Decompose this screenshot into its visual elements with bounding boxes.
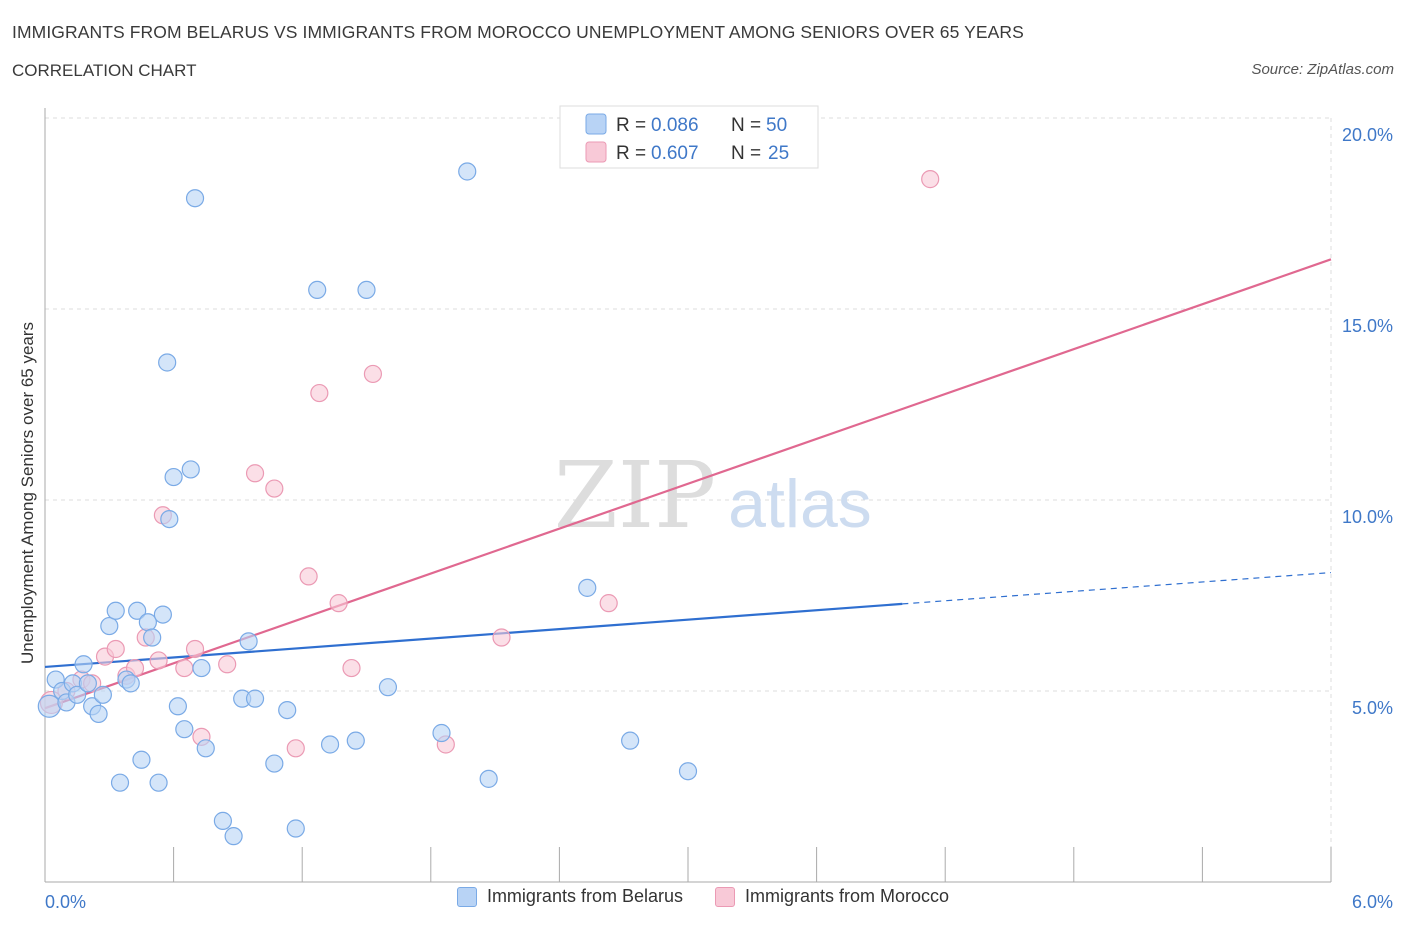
chart-title: IMMIGRANTS FROM BELARUS VS IMMIGRANTS FR… [12,22,1024,42]
data-point-morocco [363,364,383,384]
legend-item-morocco[interactable]: Immigrants from Morocco [715,886,949,907]
data-point-belarus [93,685,112,704]
trend-line-morocco [44,258,1332,710]
watermark: ZIP atlas [554,442,872,549]
data-point-belarus [320,735,340,754]
data-point-belarus [196,739,215,758]
data-point-belarus [678,762,698,781]
x-tick-label: 0.0% [45,892,86,912]
data-point-morocco [310,383,329,403]
data-points [37,162,940,846]
legend-n-value-morocco: 25 [768,143,789,164]
data-point-belarus [138,613,157,632]
trend-line-belarus-extension [902,571,1332,605]
legend-r-value-morocco: 0.607 [651,143,699,164]
x-tick-label: 6.0% [1352,892,1393,912]
series-legend: Immigrants from Belarus Immigrants from … [0,886,1406,907]
legend-marker-belarus [456,886,477,907]
chart-subtitle: CORRELATION CHART [12,61,197,80]
legend-r-value-belarus: 0.086 [651,115,699,136]
data-point-belarus [181,460,200,479]
data-point-morocco [299,567,318,586]
data-point-belarus [106,601,125,620]
data-point-belarus [110,773,130,792]
data-point-belarus [168,697,187,716]
legend-n-label-morocco: N = [731,143,761,164]
data-point-morocco [265,479,284,498]
data-point-belarus [143,628,162,647]
data-point-belarus [149,773,168,792]
data-point-belarus [164,467,183,487]
data-point-belarus [578,578,597,597]
data-point-morocco [492,628,511,647]
data-point-belarus [239,632,258,651]
data-point-belarus [132,750,151,769]
legend-label-morocco: Immigrants from Morocco [745,886,950,906]
data-point-belarus [100,616,119,636]
data-point-belarus [89,704,108,724]
legend-swatch-belarus [585,113,607,135]
legend-marker-morocco [715,886,735,907]
data-point-morocco [342,658,361,678]
legend-item-belarus[interactable]: Immigrants from Belarus [456,886,683,907]
data-point-belarus [68,685,87,704]
legend-n-label-belarus: N = [731,115,761,136]
data-point-belarus [74,655,93,674]
legend-label-belarus: Immigrants from Belarus [486,886,683,906]
data-point-morocco [106,639,125,659]
trend-line-belarus [44,602,903,669]
stats-legend: R = 0.086 N = 50 R = 0.607 N = 25 [559,105,819,169]
data-point-belarus [78,674,97,693]
data-point-morocco [185,639,205,659]
data-point-belarus [346,731,365,750]
y-tick-label: 10.0% [1342,507,1393,527]
data-point-belarus [308,280,327,299]
data-point-belarus [128,601,147,620]
data-point-morocco [286,739,305,758]
y-tick-label: 15.0% [1342,316,1393,336]
y-axis-label: Unemployment Among Seniors over 65 years [18,322,37,664]
data-point-morocco [218,655,237,674]
data-point-belarus [621,731,640,750]
data-point-belarus [479,769,498,788]
data-point-belarus [213,811,232,830]
data-point-belarus [121,674,140,693]
data-point-morocco [921,170,940,189]
legend-r-label-belarus: R = [616,115,646,136]
data-point-morocco [149,651,168,670]
data-point-belarus [160,509,179,529]
data-point-belarus [265,754,284,773]
axes: 5.0% 10.0% 15.0% 20.0% 0.0% 6.0% [44,108,1393,912]
source-credit: Source: ZipAtlas.com [1251,61,1394,78]
data-point-belarus [37,694,61,718]
data-point-belarus [432,723,451,743]
data-point-belarus [357,280,376,299]
data-point-morocco [175,658,194,678]
data-point-belarus [458,162,477,181]
data-point-belarus [153,605,172,624]
data-point-belarus [286,819,305,838]
data-point-belarus [278,700,297,720]
y-tick-label: 20.0% [1342,125,1393,145]
data-point-morocco [599,594,618,613]
data-point-morocco [245,464,265,483]
data-point-belarus [175,720,194,739]
data-point-belarus [158,353,177,372]
data-point-belarus [192,658,211,678]
data-point-belarus [224,827,243,846]
trend-lines [44,258,1332,710]
watermark-zip: ZIP [554,442,716,549]
y-tick-label: 5.0% [1352,698,1393,718]
data-point-belarus [185,189,205,208]
data-point-morocco [329,594,348,613]
watermark-atlas: atlas [728,466,872,542]
data-point-belarus [245,689,265,708]
legend-r-label-morocco: R = [616,143,646,164]
legend-swatch-morocco [585,141,607,163]
legend-n-value-belarus: 50 [766,115,787,136]
data-point-belarus [378,678,398,697]
